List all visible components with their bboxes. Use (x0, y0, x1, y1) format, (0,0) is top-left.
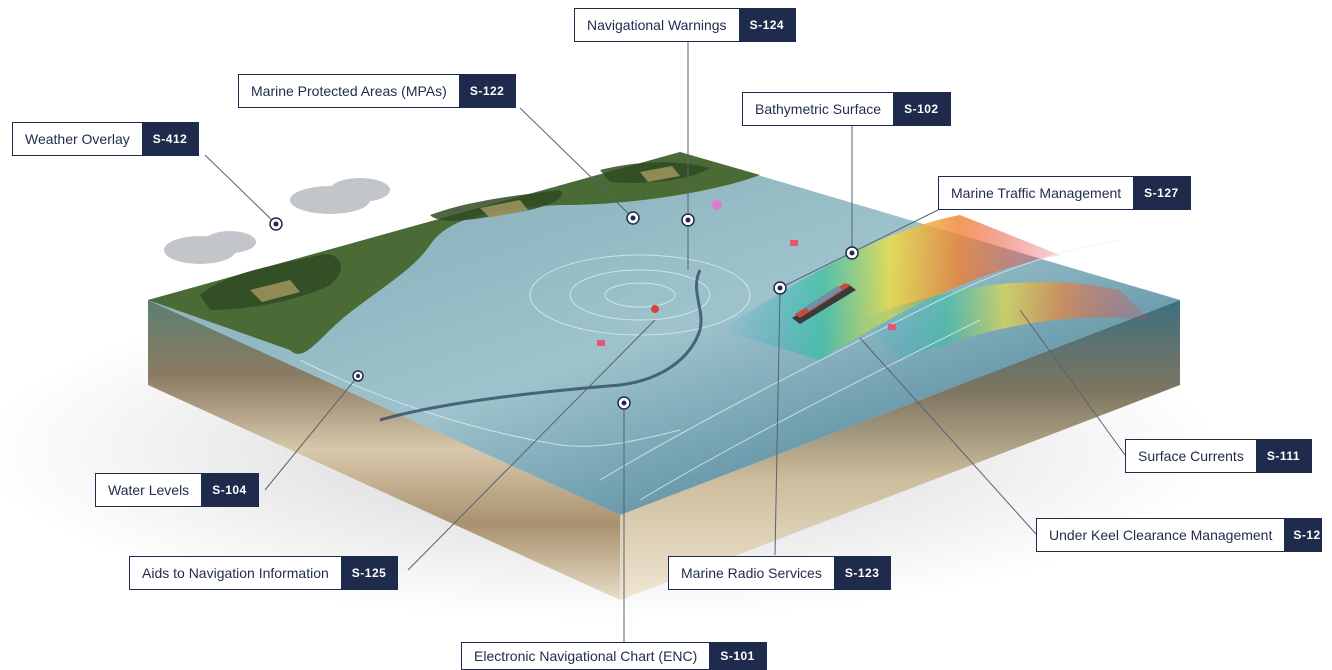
callout-code: S-127 (1133, 177, 1190, 209)
callout-code: S-125 (340, 557, 398, 589)
callout-name: Navigational Warnings (587, 17, 727, 33)
buoy-icon (597, 200, 896, 346)
callout-surface-currents: Surface Currents S-111 (1125, 439, 1313, 473)
callout-name: Bathymetric Surface (755, 101, 882, 117)
callout-name: Marine Protected Areas (MPAs) (251, 83, 447, 99)
callout-marine-radio-services: Marine Radio Services S-123 (668, 556, 892, 590)
callout-navigational-warnings: Navigational Warnings S-124 (574, 8, 797, 42)
callout-code: S-104 (201, 474, 258, 506)
marker-dot-icon (845, 246, 859, 260)
callout-code: S-101 (709, 643, 766, 669)
marker-dot-icon (269, 217, 283, 231)
callout-name: Electronic Navigational Chart (ENC) (474, 648, 698, 664)
callout-weather-overlay: Weather Overlay S-412 (12, 122, 200, 156)
callout-bathymetric-surface: Bathymetric Surface S-102 (742, 92, 951, 126)
callout-name: Under Keel Clearance Management (1049, 527, 1273, 543)
callout-water-levels: Water Levels S-104 (95, 473, 259, 507)
block-front-right-face (620, 300, 1180, 600)
marker-dot-icon (681, 213, 695, 227)
callout-name: Marine Traffic Management (951, 185, 1122, 201)
coastal-land (148, 152, 760, 354)
callout-aids-to-navigation: Aids to Navigation Information S-125 (129, 556, 399, 590)
cloud-icon (164, 178, 390, 264)
farmland-patches (250, 166, 680, 302)
marker-dot-icon (773, 281, 787, 295)
marker-dots (269, 211, 859, 410)
callout-code: S-123 (833, 557, 891, 589)
callout-name: Marine Radio Services (681, 565, 822, 581)
callout-code: S-111 (1255, 440, 1312, 472)
callout-name: Weather Overlay (25, 131, 130, 147)
current-band (720, 215, 1060, 360)
marker-dot-icon (352, 370, 364, 382)
block-front-left-face (148, 300, 620, 600)
callout-under-keel-clearance: Under Keel Clearance Management S-12 (1036, 518, 1322, 552)
marker-dot-icon (617, 396, 631, 410)
callout-code: S-122 (458, 75, 516, 107)
current-band-2 (860, 281, 1150, 360)
callout-name: Surface Currents (1138, 448, 1244, 464)
shipping-channel (379, 269, 703, 422)
callout-code: S-124 (738, 9, 796, 41)
leader-lines (204, 41, 1126, 650)
callout-code: S-12 (1284, 519, 1321, 551)
callout-marine-protected-areas: Marine Protected Areas (MPAs) S-122 (238, 74, 517, 108)
marker-dot-icon (626, 211, 640, 225)
ship-icon (792, 283, 856, 324)
callout-code: S-102 (893, 93, 950, 125)
callout-electronic-navigational-chart: Electronic Navigational Chart (ENC) S-10… (461, 642, 767, 670)
callout-name: Water Levels (108, 482, 190, 498)
callout-code: S-412 (141, 123, 199, 155)
callout-marine-traffic-management: Marine Traffic Management S-127 (938, 176, 1191, 210)
callout-name: Aids to Navigation Information (142, 565, 329, 581)
forest-patches (200, 162, 710, 310)
